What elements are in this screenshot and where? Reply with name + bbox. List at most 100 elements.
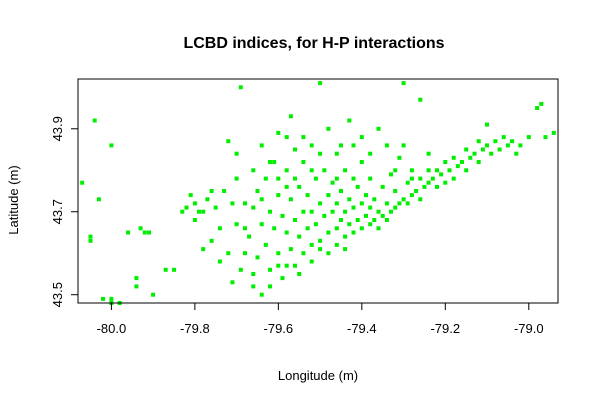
data-point — [276, 176, 281, 181]
x-tick-label: -79.2 — [430, 321, 460, 336]
data-point — [217, 226, 222, 231]
data-point — [280, 276, 285, 281]
chart-title: LCBD indices, for H-P interactions — [183, 35, 444, 52]
data-point — [251, 168, 256, 173]
data-point — [480, 147, 485, 152]
data-point — [447, 168, 452, 173]
data-point — [276, 263, 281, 268]
data-point — [409, 193, 414, 198]
data-point — [435, 168, 439, 173]
data-point — [109, 296, 114, 301]
x-tick-label: -80.0 — [97, 321, 127, 336]
x-tick-label: -79.8 — [180, 321, 210, 336]
data-point — [460, 160, 464, 164]
data-point — [426, 151, 431, 156]
data-point — [384, 143, 389, 148]
y-tick-label: 43.5 — [50, 282, 65, 307]
data-point — [263, 176, 268, 181]
data-point — [197, 209, 201, 214]
data-point — [268, 209, 272, 214]
data-point — [368, 205, 373, 210]
plot-frame — [77, 78, 559, 304]
data-point — [426, 168, 431, 173]
data-point — [238, 267, 243, 272]
data-point — [464, 168, 469, 173]
data-point — [259, 143, 264, 148]
data-point — [251, 284, 256, 289]
data-point — [376, 209, 381, 214]
y-axis-label: Latitude (m) — [6, 165, 21, 234]
data-point — [376, 226, 381, 231]
data-point — [243, 201, 247, 206]
data-point — [334, 242, 339, 247]
data-point — [255, 189, 260, 193]
data-point — [514, 151, 519, 156]
data-point — [409, 168, 414, 173]
data-point — [326, 230, 331, 235]
data-point — [293, 176, 297, 181]
data-point — [147, 230, 151, 235]
data-point — [301, 251, 306, 256]
data-point — [234, 222, 239, 227]
data-point — [288, 197, 293, 202]
data-point — [301, 135, 306, 140]
data-point — [243, 226, 247, 231]
data-point — [88, 238, 93, 243]
y-tick-label: 43.9 — [50, 116, 65, 141]
x-tick-label: -79.0 — [514, 321, 544, 336]
data-point — [493, 139, 498, 144]
data-point — [389, 172, 393, 177]
data-point — [351, 230, 356, 235]
data-point — [293, 263, 297, 268]
data-point — [401, 197, 406, 202]
data-point — [351, 143, 356, 148]
data-point — [309, 209, 314, 214]
data-point — [334, 151, 339, 156]
data-point — [309, 259, 314, 264]
data-point — [276, 193, 281, 198]
data-point — [309, 143, 314, 148]
data-point — [339, 189, 343, 193]
data-point — [451, 176, 456, 181]
data-point — [372, 218, 377, 222]
data-point — [322, 213, 327, 218]
x-axis: -80.0 -79.8 -79.6 -79.4 -79.2 -79.0 — [97, 303, 544, 336]
data-point — [343, 209, 348, 214]
data-point — [355, 218, 360, 222]
data-point — [409, 176, 414, 181]
data-point — [142, 230, 147, 235]
x-axis-label: Longitude (m) — [278, 368, 358, 383]
data-point — [180, 209, 185, 214]
data-point — [318, 81, 323, 86]
data-point — [268, 267, 272, 272]
data-point — [539, 101, 544, 106]
data-point — [384, 201, 389, 206]
data-point — [134, 284, 139, 289]
data-point — [418, 97, 423, 102]
data-point — [126, 230, 131, 235]
data-point — [263, 242, 268, 247]
data-point — [92, 118, 97, 123]
data-point — [284, 135, 289, 140]
data-point — [293, 147, 297, 152]
data-point — [359, 201, 364, 206]
data-point — [251, 205, 256, 210]
y-axis: 43.5 43.7 43.9 — [50, 116, 78, 307]
data-point — [439, 172, 444, 177]
x-tick-label: -79.4 — [347, 321, 377, 336]
data-point — [551, 130, 556, 135]
data-point — [393, 205, 398, 210]
data-point — [359, 226, 364, 231]
data-point — [288, 114, 293, 119]
data-point — [405, 180, 410, 185]
data-point — [389, 209, 393, 214]
data-point — [372, 197, 377, 202]
data-point — [297, 184, 302, 189]
data-point — [489, 151, 494, 156]
data-point — [364, 193, 368, 198]
data-point — [476, 160, 481, 164]
data-point — [226, 139, 231, 144]
data-point — [251, 272, 256, 276]
data-point — [276, 130, 281, 135]
data-point — [192, 201, 197, 206]
